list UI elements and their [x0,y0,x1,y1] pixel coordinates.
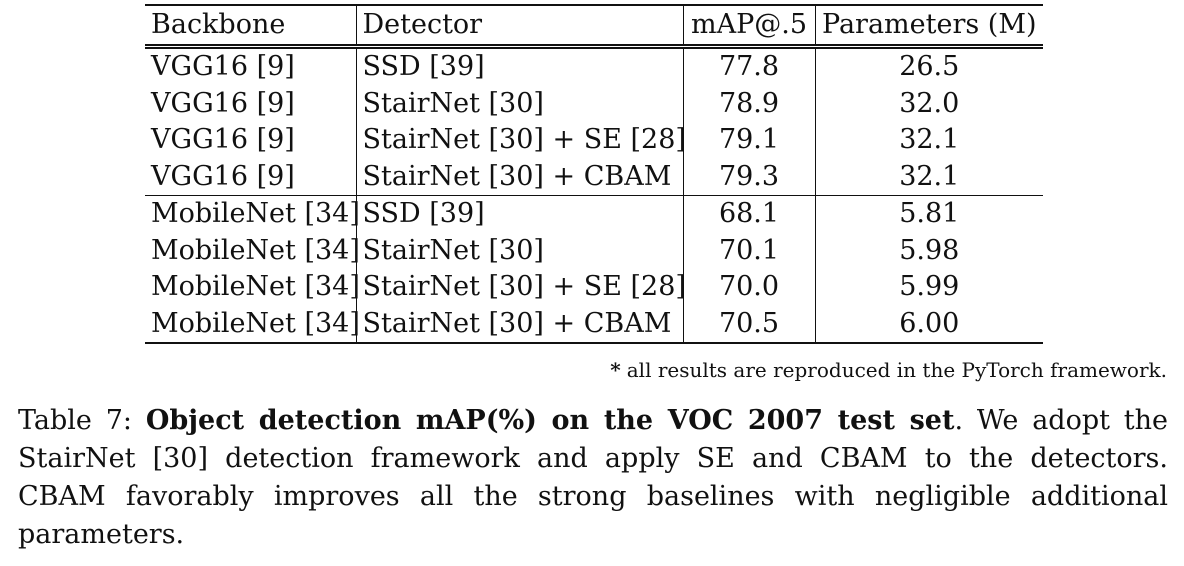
cell-backbone: VGG16 [9] [145,85,357,122]
cell-backbone: VGG16 [9] [145,122,357,159]
results-table: Backbone Detector mAP@.5 Parameters (M) … [145,4,1043,344]
cell-map: 68.1 [683,195,816,233]
table-row: VGG16 [9] StairNet [30] + CBAM 79.3 32.1 [145,158,1043,196]
cell-detector: StairNet [30] [356,232,684,269]
cell-map: 78.9 [683,85,816,122]
header-backbone: Backbone [145,4,357,49]
table-row: MobileNet [34] StairNet [30] + SE [28] 7… [145,269,1043,306]
table-caption: Table 7: Object detection mAP(%) on the … [18,402,1168,554]
table-row: VGG16 [9] SSD [39] 77.8 26.5 [145,46,1043,86]
cell-detector: StairNet [30] + SE [28] [356,269,686,306]
header-map: mAP@.5 [683,4,816,49]
cell-map-best: 79.3 [683,158,816,196]
cell-detector: SSD [39] [356,195,684,233]
table-row: MobileNet [34] StairNet [30] 70.1 5.98 [145,232,1043,269]
cell-backbone: MobileNet [34] [145,232,360,269]
cell-detector: StairNet [30] [356,85,684,122]
cell-backbone: MobileNet [34] [145,305,360,344]
cell-detector: SSD [39] [356,46,684,86]
cell-parameters: 5.99 [899,271,960,303]
caption-body: . We adopt the StairNet [30] detection f… [18,405,1169,550]
cell-map-best: 70.5 [683,305,816,344]
cell-map: 70.1 [683,232,816,269]
cell-parameters: 5.81 [899,198,960,230]
table-footnote: * all results are reproduced in the PyTor… [610,358,1167,382]
cell-parameters: 32.1 [815,158,1043,196]
table-header-row: Backbone Detector mAP@.5 Parameters (M) [145,4,1043,49]
table-row: MobileNet [34] StairNet [30] + CBAM 70.5… [145,305,1043,344]
cell-backbone: MobileNet [34] [145,195,360,233]
caption-label: Table 7: [18,405,133,436]
table-row: VGG16 [9] StairNet [30] 78.9 32.0 [145,85,1043,122]
cell-map: 70.0 [683,269,816,306]
cell-map: 79.1 [683,122,816,159]
cell-detector: StairNet [30] + SE [28] [356,122,686,159]
cell-parameters: 6.00 [815,305,1043,344]
cell-backbone: VGG16 [9] [145,46,357,86]
table-row: VGG16 [9] StairNet [30] + SE [28] 79.1 3… [145,122,1043,159]
cell-backbone: VGG16 [9] [145,158,357,196]
cell-parameters: 32.0 [899,87,960,119]
cell-detector: StairNet [30] + CBAM [356,158,684,196]
cell-parameters: 5.98 [899,234,960,266]
header-detector: Detector [356,4,684,49]
cell-backbone: MobileNet [34] [145,269,360,306]
results-table-container: Backbone Detector mAP@.5 Parameters (M) … [145,4,1043,344]
caption-title: Object detection mAP(%) on the VOC 2007 … [145,405,955,436]
footnote-star: * [610,358,621,382]
cell-map: 77.8 [683,46,816,86]
table-row: MobileNet [34] SSD [39] 68.1 5.81 [145,195,1043,233]
cell-parameters: 26.5 [899,51,960,83]
footnote-text: all results are reproduced in the PyTorc… [626,358,1167,382]
cell-detector: StairNet [30] + CBAM [356,305,684,344]
header-parameters: Parameters (M) [815,4,1043,49]
cell-parameters: 32.1 [899,124,960,156]
